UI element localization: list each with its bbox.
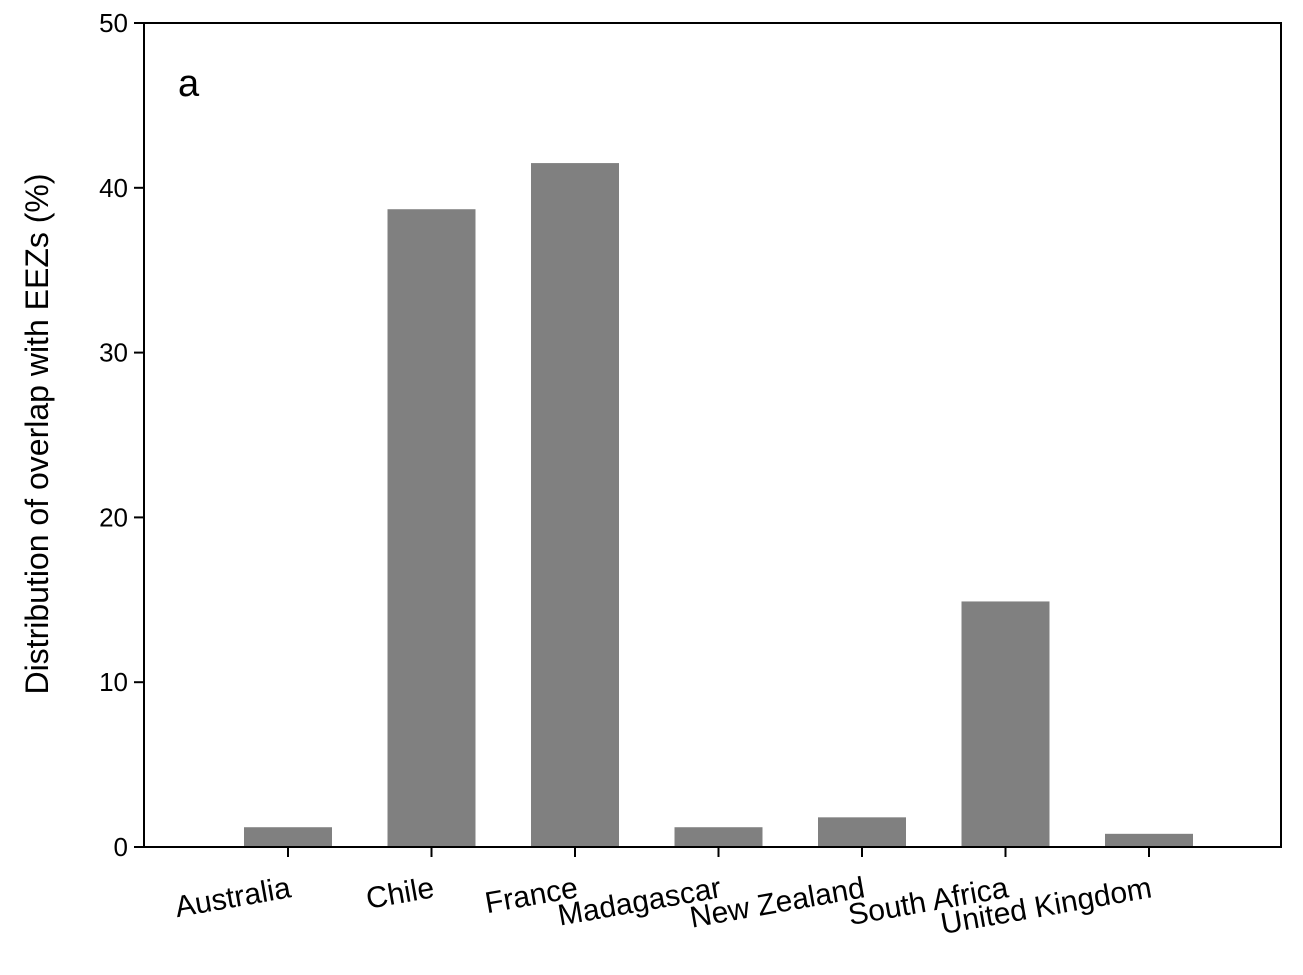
y-tick-label: 20 [99, 502, 128, 532]
x-tick-label: Australia [173, 871, 294, 924]
bar-chile [387, 209, 476, 847]
x-tick-label: Chile [364, 871, 437, 915]
y-tick-label: 0 [114, 832, 128, 862]
y-tick-label: 30 [99, 338, 128, 368]
bars-group [244, 163, 1193, 847]
bar-madagascar [674, 827, 763, 847]
bar-australia [244, 827, 332, 847]
bar-france [531, 163, 619, 847]
y-axis-ticks: 0 10 20 30 40 50 [99, 8, 144, 862]
plot-frame [143, 22, 1282, 848]
bar-new-zealand [818, 817, 906, 847]
y-tick-label: 50 [99, 8, 128, 38]
bar-south-africa [961, 601, 1050, 847]
bar-united-kingdom [1105, 833, 1193, 847]
y-axis-title: Distribution of overlap with EEZs (%) [19, 173, 55, 694]
y-tick-label: 10 [99, 667, 128, 697]
y-tick-label: 40 [99, 173, 128, 203]
panel-label: a [178, 63, 200, 105]
